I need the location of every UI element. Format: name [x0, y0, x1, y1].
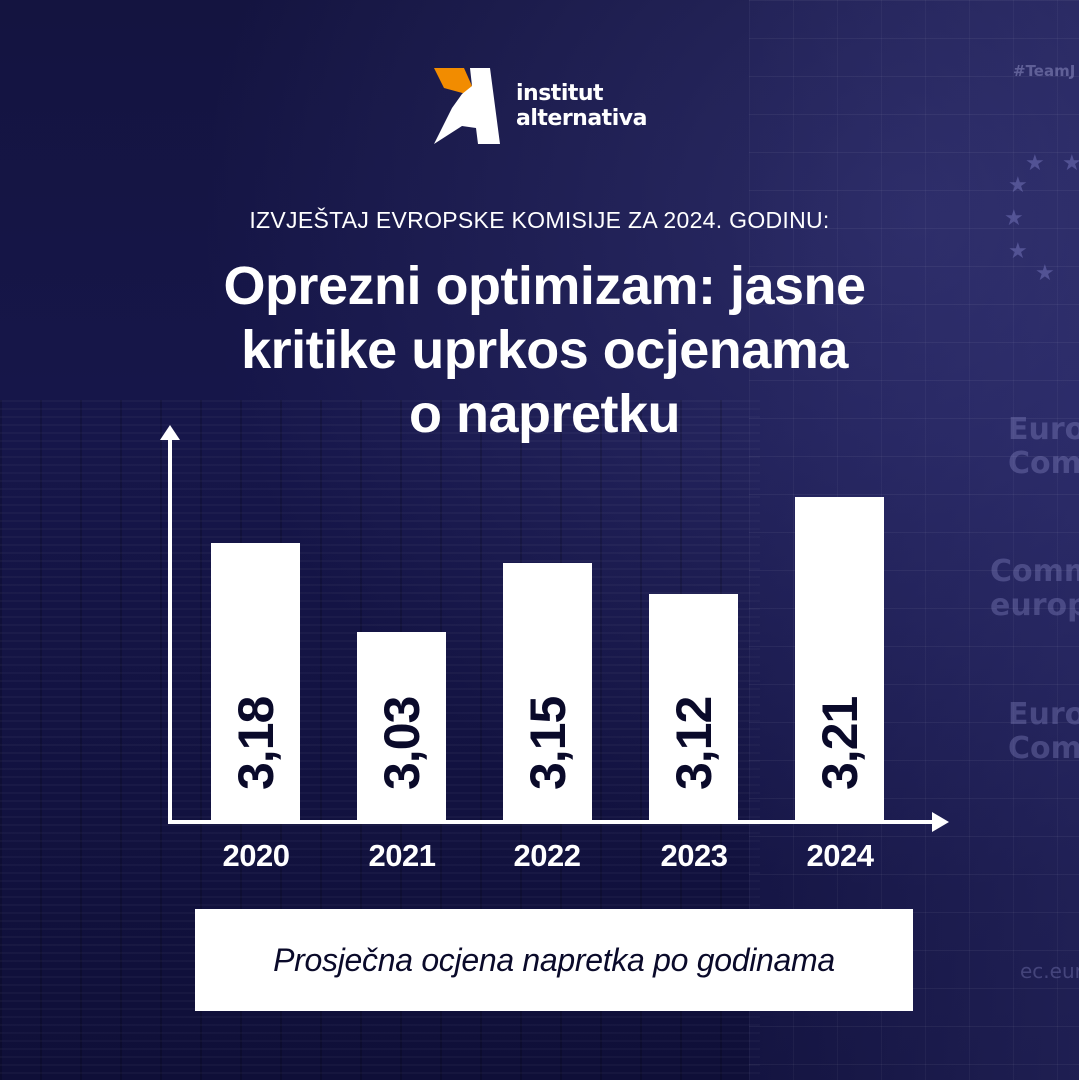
background-sign-text: Europ Commi [1008, 697, 1079, 766]
background-sign-text: Europ Comm [1008, 412, 1079, 481]
background-sign-url: ec.euro [1020, 959, 1079, 983]
institut-alternativa-logo-icon [434, 68, 500, 144]
background-hashtag: #TeamJ [1013, 62, 1076, 80]
x-axis [168, 820, 936, 824]
background-sign-text: Commi europé [990, 554, 1079, 623]
y-axis-arrow-icon [160, 425, 180, 440]
bar-2021: 3,03 [357, 632, 446, 820]
eu-star-icon: ★ [1008, 238, 1028, 263]
brand-name: institut alternativa [516, 81, 647, 131]
eu-star-icon: ★ [1035, 260, 1055, 285]
bar-2023: 3,12 [649, 594, 738, 820]
eu-star-icon: ★ [1004, 205, 1024, 230]
chart-caption-box: Prosječna ocjena napretka po godinama [195, 909, 913, 1011]
page-title: Oprezni optimizam: jasne kritike uprkos … [223, 256, 866, 444]
eu-star-icon: ★ [1025, 150, 1045, 175]
eu-star-icon: ★ [1008, 172, 1028, 197]
x-tick-label: 2020 [222, 838, 290, 873]
x-tick-label: 2021 [368, 838, 436, 873]
kicker-heading: IZVJEŠTAJ EVROPSKE KOMISIJE ZA 2024. GOD… [249, 207, 830, 233]
x-tick-label: 2022 [513, 838, 581, 873]
x-tick-label: 2023 [660, 838, 728, 873]
y-axis [168, 438, 172, 824]
bar-value-label: 3,12 [665, 696, 722, 790]
bar-2024: 3,21 [795, 497, 884, 820]
eu-star-icon: ★ [1062, 150, 1079, 175]
bar-2020: 3,18 [211, 543, 300, 820]
chart-caption: Prosječna ocjena napretka po godinama [273, 941, 835, 978]
brand-logo: institut alternativa [432, 68, 682, 148]
bar-2022: 3,15 [503, 563, 592, 820]
bar-value-label: 3,03 [373, 696, 430, 790]
x-axis-arrow-icon [932, 812, 949, 832]
x-tick-label: 2024 [806, 838, 874, 873]
bar-value-label: 3,18 [227, 696, 284, 790]
bar-value-label: 3,21 [811, 696, 868, 790]
bar-value-label: 3,15 [519, 696, 576, 790]
